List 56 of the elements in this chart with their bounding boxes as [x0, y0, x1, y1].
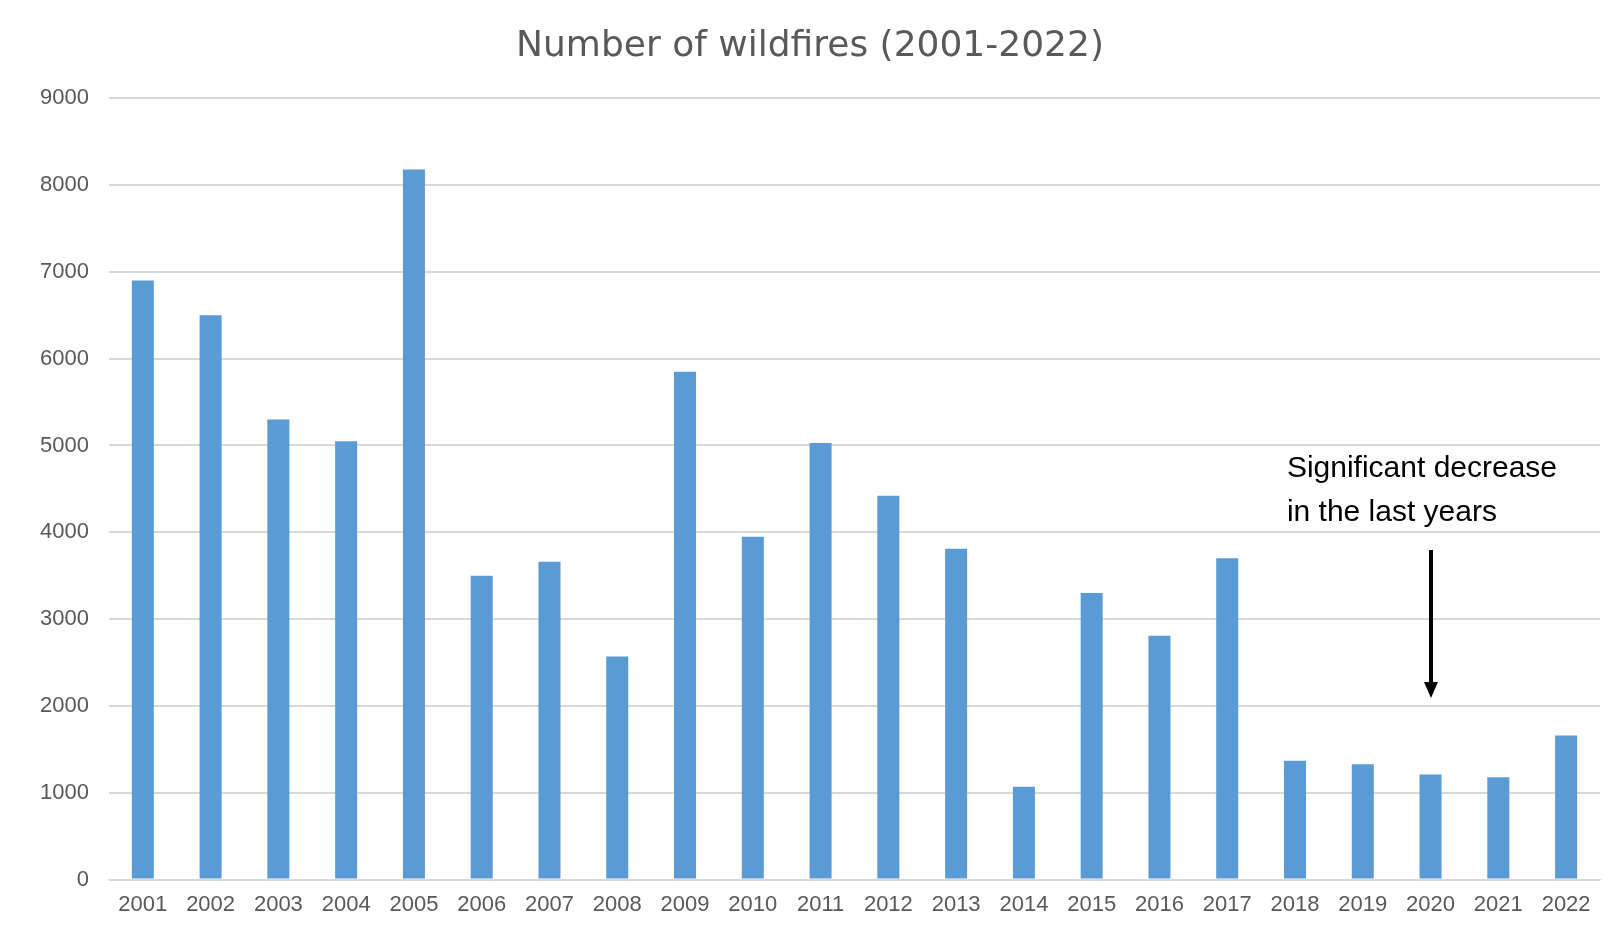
- x-tick-label: 2013: [931, 890, 981, 916]
- y-tick-label: 5000: [39, 431, 89, 457]
- bar: [1080, 593, 1103, 879]
- x-tick-label: 2001: [118, 890, 168, 916]
- y-tick-label: 2000: [39, 692, 89, 718]
- chart-title: Number of wildfires (2001-2022): [516, 22, 1104, 64]
- bar: [335, 441, 358, 879]
- bar: [809, 442, 832, 879]
- y-tick-label: 6000: [39, 344, 89, 370]
- x-tick-label: 2003: [253, 890, 303, 916]
- y-tick-label: 4000: [39, 518, 89, 544]
- bar: [131, 280, 154, 879]
- x-tick-label: 2015: [1067, 890, 1117, 916]
- x-tick-label: 2002: [186, 890, 236, 916]
- bar: [538, 561, 561, 879]
- bar: [267, 419, 290, 879]
- x-tick-label: 2021: [1473, 890, 1523, 916]
- bar: [877, 495, 900, 879]
- y-tick-label: 0: [76, 865, 89, 891]
- bar: [470, 575, 493, 879]
- x-tick-label: 2006: [457, 890, 507, 916]
- y-tick-label: 9000: [39, 84, 89, 110]
- bar: [199, 315, 222, 879]
- bar: [1012, 786, 1035, 879]
- x-tick-label: 2020: [1406, 890, 1456, 916]
- bar: [1284, 760, 1307, 879]
- bar: [674, 371, 697, 879]
- x-tick-label: 2007: [525, 890, 574, 916]
- x-tick-label: 2005: [389, 890, 439, 916]
- x-tick-label: 2022: [1541, 890, 1591, 916]
- x-tick-label: 2019: [1338, 890, 1388, 916]
- y-tick-label: 8000: [39, 171, 89, 197]
- bar: [1148, 635, 1171, 879]
- y-tick-label: 7000: [39, 257, 89, 283]
- bar: [741, 536, 764, 879]
- bar: [402, 169, 425, 879]
- x-tick-label: 2008: [592, 890, 642, 916]
- bar: [1555, 735, 1578, 879]
- x-tick-label: 2012: [863, 890, 913, 916]
- x-tick-label: 2010: [728, 890, 778, 916]
- bar: [1419, 774, 1442, 879]
- x-tick-label: 2004: [321, 890, 371, 916]
- bar: [1216, 558, 1239, 879]
- bar: [945, 548, 968, 879]
- y-tick-label: 3000: [39, 605, 89, 631]
- x-tick-label: 2009: [660, 890, 710, 916]
- x-tick-label: 2014: [999, 890, 1049, 916]
- x-tick-label: 2018: [1270, 890, 1320, 916]
- y-tick-label: 1000: [39, 778, 89, 804]
- annotation: Significant decrease in the last years: [1286, 450, 1558, 527]
- x-tick-label: 2016: [1134, 890, 1184, 916]
- bar: [1487, 777, 1510, 879]
- x-tick-label: 2011: [796, 890, 845, 916]
- bar: [606, 656, 629, 879]
- bar: [1351, 764, 1374, 879]
- x-tick-label: 2017: [1202, 890, 1252, 916]
